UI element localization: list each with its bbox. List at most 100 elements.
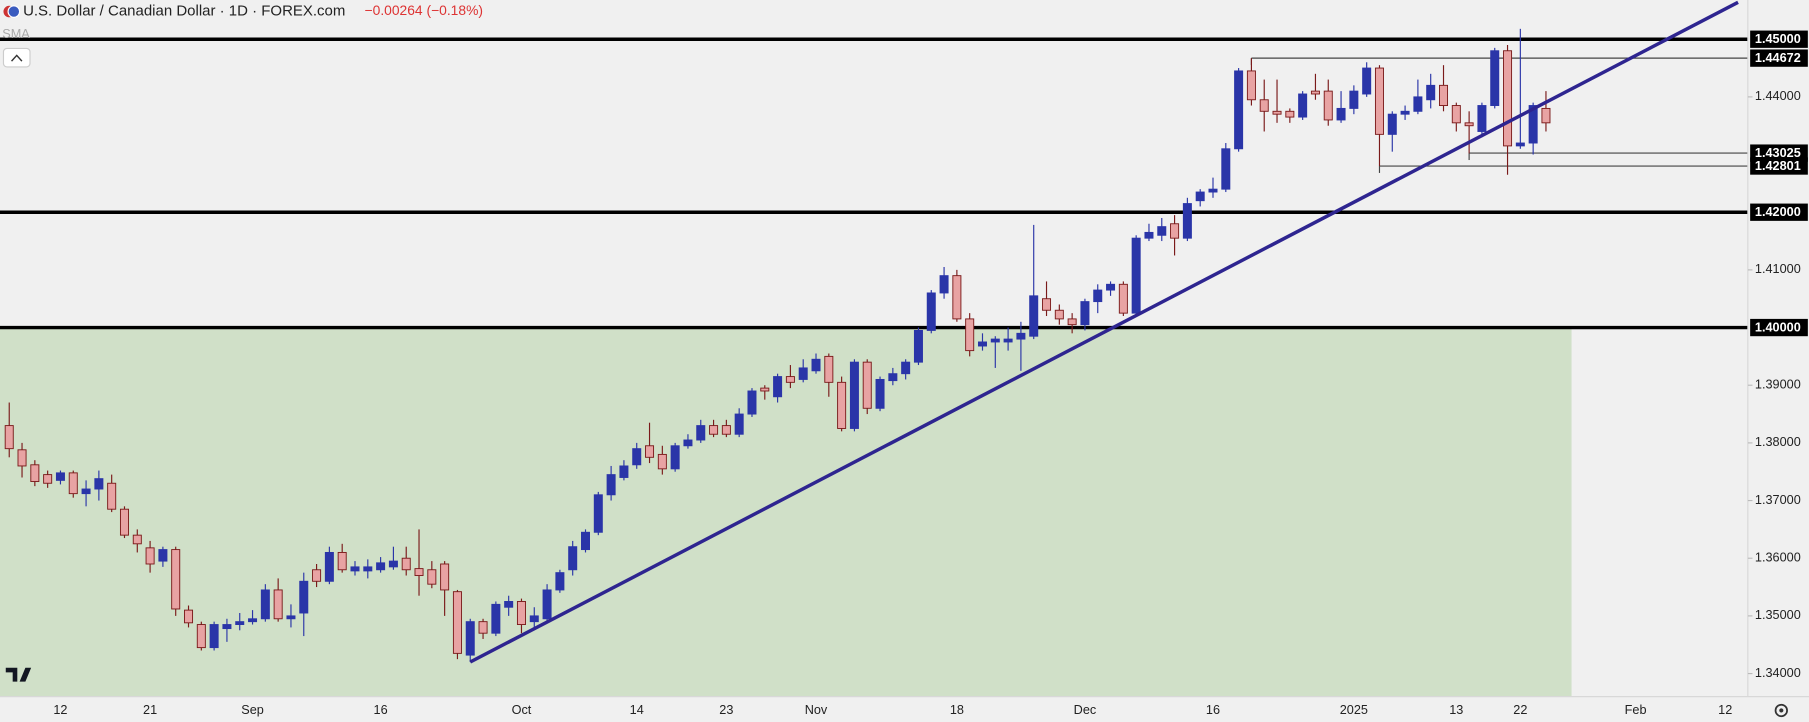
- candle-body: [542, 589, 552, 620]
- candle-body: [1310, 90, 1320, 95]
- candle-body: [388, 560, 398, 568]
- candle-body: [414, 568, 424, 576]
- level-label-box: [1750, 318, 1808, 337]
- candle-body: [299, 580, 309, 614]
- candle-body: [30, 464, 40, 482]
- candle-body: [1093, 289, 1103, 303]
- collapse-button[interactable]: [2, 47, 31, 68]
- candle-body: [1323, 90, 1333, 121]
- candle-body: [645, 445, 655, 458]
- candle-body: [81, 488, 91, 495]
- candle-body: [1259, 99, 1269, 112]
- candle-body: [1374, 67, 1384, 135]
- candle-body: [1246, 70, 1256, 101]
- candle-body: [760, 387, 770, 392]
- candle-body: [849, 361, 859, 429]
- candle-body: [1170, 223, 1180, 239]
- candle-body: [888, 373, 898, 382]
- candle-body: [1477, 105, 1487, 132]
- candle-body: [1515, 142, 1525, 147]
- candle-body: [606, 474, 616, 496]
- settings-icon[interactable]: [1774, 703, 1788, 718]
- candle-body: [376, 562, 386, 571]
- x-tick-label: 14: [630, 703, 644, 717]
- x-tick-label: 16: [1206, 703, 1220, 717]
- candle-body: [773, 376, 783, 398]
- x-tick-label: 21: [143, 703, 157, 717]
- candle-body: [1464, 122, 1474, 127]
- x-tick-label: 12: [53, 703, 67, 717]
- symbol-icon: [7, 5, 21, 18]
- candle-body: [901, 361, 911, 375]
- y-tick-label: 1.41000: [1755, 262, 1801, 276]
- y-tick-label: 1.38000: [1755, 435, 1801, 449]
- candle-body: [1221, 148, 1231, 190]
- candle-body: [1439, 84, 1449, 106]
- x-tick-label: 13: [1449, 703, 1463, 717]
- candle-body: [1208, 188, 1218, 193]
- x-tick-label: 2025: [1340, 703, 1368, 717]
- candle-body: [696, 425, 706, 441]
- candle-body: [670, 445, 680, 470]
- price-change: −0.00264 (−0.18%): [365, 2, 483, 18]
- candle-body: [1298, 93, 1308, 118]
- x-tick-label: Dec: [1074, 703, 1097, 717]
- candle-body: [1285, 110, 1295, 118]
- candle-body: [260, 589, 270, 620]
- level-label: 1.42801: [1755, 159, 1801, 173]
- candle-body: [158, 549, 168, 562]
- candle-body: [1400, 110, 1410, 115]
- candle-body: [452, 591, 462, 654]
- level-label: 1.45000: [1755, 32, 1801, 46]
- candle-body: [1003, 338, 1013, 343]
- plot-area: [0, 0, 1748, 697]
- candle-body: [798, 367, 808, 380]
- candle-body: [1234, 70, 1244, 150]
- candle-body: [107, 482, 117, 510]
- candle-body: [1106, 283, 1116, 291]
- candle-body: [619, 465, 629, 478]
- y-tick-label: 1.44000: [1755, 89, 1801, 103]
- candle-body: [440, 563, 450, 591]
- candle-body: [1272, 110, 1282, 115]
- y-tick-label: 1.36000: [1755, 551, 1801, 565]
- candle-body: [235, 621, 245, 626]
- candle-body: [350, 566, 360, 572]
- candle-body: [529, 615, 539, 623]
- candle-body: [913, 329, 923, 363]
- candle-body: [1336, 107, 1346, 121]
- candle-body: [248, 618, 258, 623]
- candle-body: [43, 474, 53, 484]
- candle-body: [401, 557, 411, 571]
- candle-body: [875, 378, 885, 409]
- candle-body: [1451, 105, 1461, 124]
- candle-body: [939, 275, 949, 294]
- y-tick-label: 1.34000: [1755, 666, 1801, 680]
- x-tick-label: Nov: [805, 703, 828, 717]
- level-label: 1.44672: [1755, 51, 1801, 65]
- symbol-title: U.S. Dollar / Canadian Dollar · 1D · FOR…: [23, 2, 345, 19]
- chevron-icon: [11, 54, 23, 62]
- candle-body: [747, 390, 757, 415]
- level-label: 1.40000: [1755, 320, 1801, 334]
- candle-body: [734, 413, 744, 435]
- candle-body: [1182, 203, 1192, 239]
- candle-body: [209, 624, 219, 649]
- candle-body: [1157, 226, 1167, 236]
- candle-body: [17, 449, 27, 467]
- candle-body: [1195, 191, 1205, 202]
- candle-body: [1528, 105, 1538, 144]
- level-label-box: [1750, 203, 1808, 221]
- y-tick-label: 1.37000: [1755, 493, 1801, 507]
- candle-body: [1080, 301, 1090, 326]
- candle-body: [516, 601, 526, 626]
- candle-body: [363, 566, 373, 572]
- candle-body: [1413, 96, 1423, 112]
- candle-body: [1016, 332, 1026, 340]
- candle-body: [286, 615, 296, 620]
- candle-body: [132, 534, 142, 545]
- candle-body: [1067, 318, 1077, 326]
- candle-body: [965, 318, 975, 352]
- level-label-box: [1750, 49, 1808, 67]
